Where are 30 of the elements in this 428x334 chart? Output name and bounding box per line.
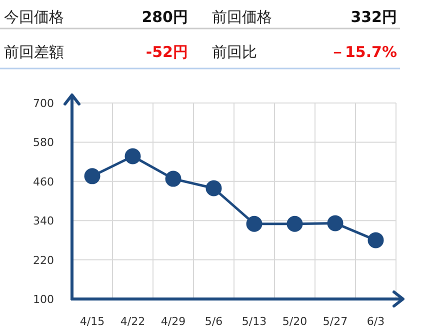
x-tick-label: 5/27: [322, 315, 348, 328]
point: [327, 215, 344, 232]
text: 280円: [142, 8, 188, 26]
text: 前回差額: [4, 43, 64, 61]
y-tick-label: 220: [33, 254, 54, 267]
text: 前回価格: [212, 8, 272, 26]
x-tick-label: 5/6: [204, 315, 223, 328]
text: 332円: [350, 8, 397, 26]
point: [286, 216, 303, 232]
y-tick-label: 340: [33, 214, 54, 228]
x-tick-label: 5/20: [282, 315, 308, 328]
x-tick-label: 4/22: [120, 315, 146, 328]
point: [368, 232, 384, 248]
text: 前回比: [212, 43, 257, 61]
point: [84, 168, 100, 184]
x-tick-label: 4/15: [80, 315, 105, 328]
y-tick-label: 700: [33, 97, 54, 110]
x-tick-label: 5/13: [242, 315, 267, 328]
x-tick-label: 4/29: [160, 315, 186, 328]
text: -52円: [146, 43, 188, 61]
point: [124, 148, 141, 164]
y-tick-label: 460: [33, 175, 54, 188]
text: －15.7%: [330, 43, 397, 61]
point: [165, 170, 182, 187]
y-tick-label: 580: [33, 136, 54, 150]
text: 今回価格: [4, 8, 64, 26]
point: [246, 216, 262, 232]
point: [206, 180, 222, 196]
x-tick-label: 6/3: [366, 315, 385, 328]
y-tick-label: 100: [33, 293, 54, 306]
